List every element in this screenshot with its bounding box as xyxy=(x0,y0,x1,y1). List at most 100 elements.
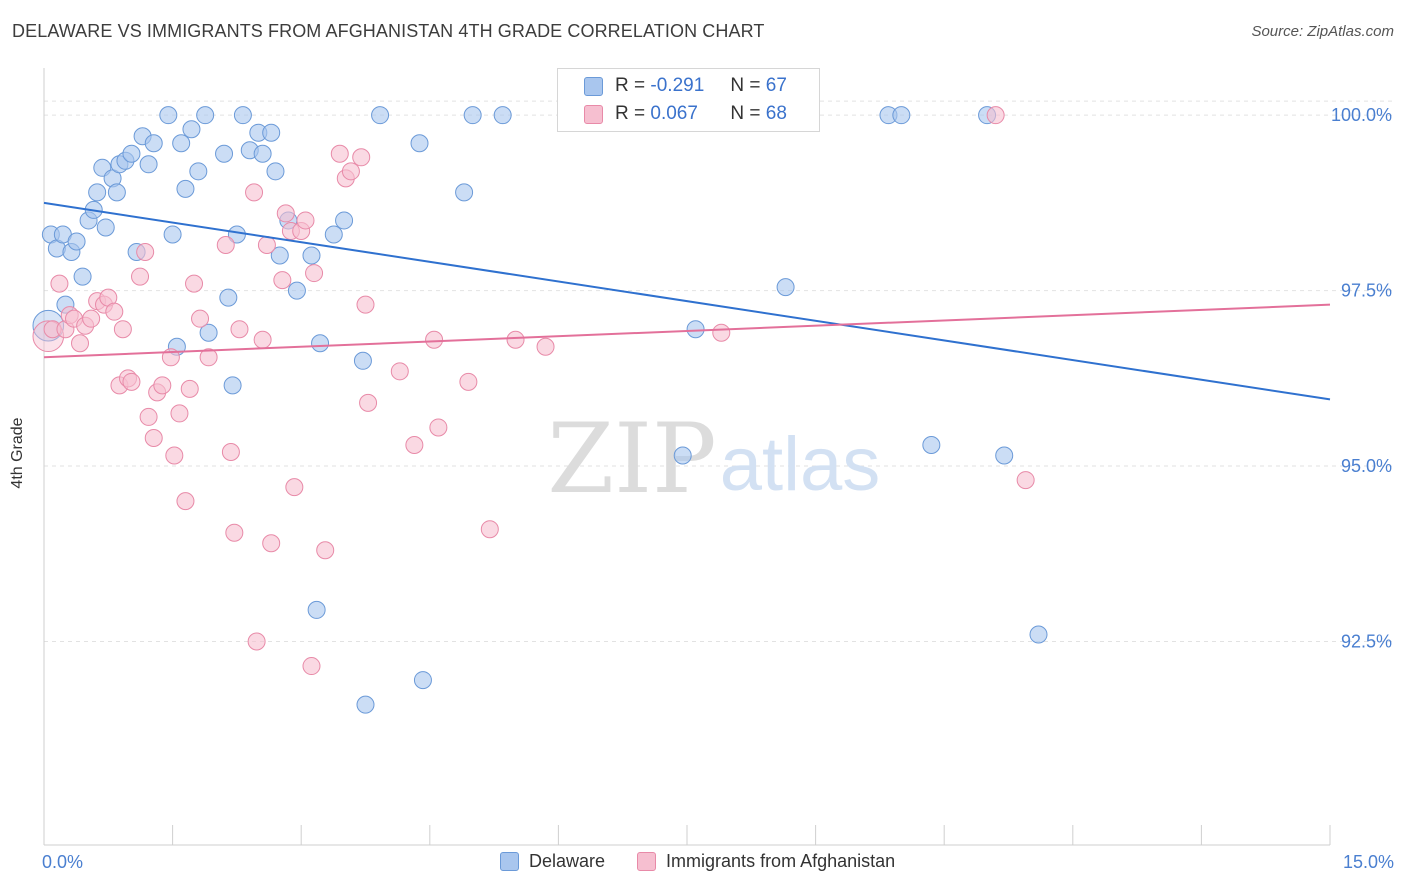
delaware-point xyxy=(493,106,512,125)
r-value: -0.291 xyxy=(650,75,705,96)
delaware-point xyxy=(287,281,306,300)
afghanistan-point xyxy=(330,144,349,163)
afghanistan-point xyxy=(253,330,272,349)
delaware-point xyxy=(307,600,326,619)
source-credit: Source: ZipAtlas.com xyxy=(1251,23,1394,40)
delaware-point xyxy=(324,225,343,244)
delaware-point xyxy=(88,183,107,202)
delaware-point xyxy=(233,106,252,125)
y-tick-labels: 92.5% 95.0% 97.5% 100.0% xyxy=(1331,105,1392,651)
delaware-point xyxy=(67,232,86,251)
afghanistan-point xyxy=(390,362,409,381)
afghanistan-point xyxy=(245,183,264,202)
y-tick-label: 97.5% xyxy=(1341,281,1392,301)
afghanistan-point xyxy=(296,211,315,230)
delaware-point xyxy=(215,144,234,163)
afghanistan-point xyxy=(480,520,499,539)
afghanistan-point xyxy=(199,348,218,367)
afghanistan-point xyxy=(316,541,335,560)
afghanistan-point xyxy=(139,407,158,426)
afghanistan-point xyxy=(185,274,204,293)
afghanistan-point xyxy=(405,436,424,454)
afghanistan-point xyxy=(359,393,378,412)
delaware-point xyxy=(182,120,201,139)
chart-title: DELAWARE VS IMMIGRANTS FROM AFGHANISTAN … xyxy=(12,21,765,41)
delaware-point xyxy=(673,446,692,465)
afghanistan-point xyxy=(257,236,276,254)
y-tick-label: 95.0% xyxy=(1341,456,1392,476)
delaware-point xyxy=(413,671,432,690)
afghanistan-swatch xyxy=(584,104,603,124)
delaware-point xyxy=(139,155,158,174)
afghanistan-point xyxy=(176,492,195,511)
afghanistan-point xyxy=(170,404,189,423)
delaware-point xyxy=(335,211,354,230)
afghanistan-points xyxy=(32,106,1035,676)
delaware-point xyxy=(302,246,321,265)
delaware-point xyxy=(892,106,911,125)
legend-label: Delaware xyxy=(529,851,606,871)
delaware-trendline xyxy=(43,201,1331,401)
afghanistan-point xyxy=(221,443,240,462)
delaware-point xyxy=(219,288,238,307)
n-label: N = xyxy=(730,103,761,124)
afghanistan-point xyxy=(191,309,210,328)
delaware-point xyxy=(199,323,218,342)
afghanistan-point xyxy=(285,478,304,497)
delaware-point xyxy=(144,134,163,153)
delaware-point xyxy=(96,218,115,237)
delaware-point xyxy=(353,351,372,370)
delaware-point xyxy=(455,183,474,202)
delaware-swatch xyxy=(584,76,603,96)
afghanistan-point xyxy=(712,323,731,342)
delaware-point xyxy=(463,106,482,125)
afghanistan-swatch xyxy=(637,852,657,871)
delaware-point xyxy=(163,225,182,244)
n-label: N = xyxy=(730,75,761,96)
trendlines xyxy=(43,201,1331,401)
delaware-point xyxy=(262,123,281,142)
afghanistan-point xyxy=(50,274,69,293)
afghanistan-point xyxy=(352,148,371,167)
afghanistan-point xyxy=(341,162,360,181)
afghanistan-point xyxy=(136,243,155,262)
afghanistan-point xyxy=(302,657,321,676)
stats-row-delaware: R = -0.291 N = 67 xyxy=(584,75,787,97)
series-legend: Delaware Immigrants from Afghanistan xyxy=(500,851,927,872)
n-value: 67 xyxy=(765,75,787,96)
afghanistan-point xyxy=(131,267,150,286)
afghanistan-trendline xyxy=(43,303,1331,359)
afghanistan-point xyxy=(216,236,235,254)
y-tick-label: 92.5% xyxy=(1341,631,1392,651)
afghanistan-point xyxy=(429,418,448,437)
delaware-point xyxy=(410,134,429,153)
afghanistan-point xyxy=(230,320,249,339)
delaware-point xyxy=(1029,625,1048,644)
afghanistan-point xyxy=(276,204,295,223)
afghanistan-point xyxy=(113,320,132,339)
n-value: 68 xyxy=(765,103,787,124)
afghanistan-point xyxy=(262,534,281,553)
x-tick-label-max: 15.0% xyxy=(1342,852,1394,872)
delaware-point xyxy=(686,320,705,339)
afghanistan-point xyxy=(1016,471,1035,490)
delaware-point xyxy=(172,134,191,153)
afghanistan-point xyxy=(82,309,101,328)
afghanistan-point xyxy=(247,632,266,651)
r-value: 0.067 xyxy=(650,103,698,124)
afghanistan-point xyxy=(356,295,375,314)
watermark-zip: ZIP xyxy=(547,403,716,515)
legend-item-afghanistan: Immigrants from Afghanistan xyxy=(637,851,895,872)
delaware-point xyxy=(776,278,795,297)
delaware-swatch xyxy=(500,852,519,871)
legend-label: Immigrants from Afghanistan xyxy=(666,851,896,871)
stats-legend: R = -0.291 N = 67 R = 0.067 N = 68 xyxy=(557,68,820,132)
delaware-point xyxy=(73,267,92,286)
delaware-points xyxy=(32,106,1048,714)
afghanistan-point xyxy=(536,337,555,356)
legend-item-delaware: Delaware xyxy=(500,851,605,872)
delaware-point xyxy=(176,179,195,198)
afghanistan-point xyxy=(144,428,163,447)
y-axis-title: 4th Grade xyxy=(9,417,26,489)
